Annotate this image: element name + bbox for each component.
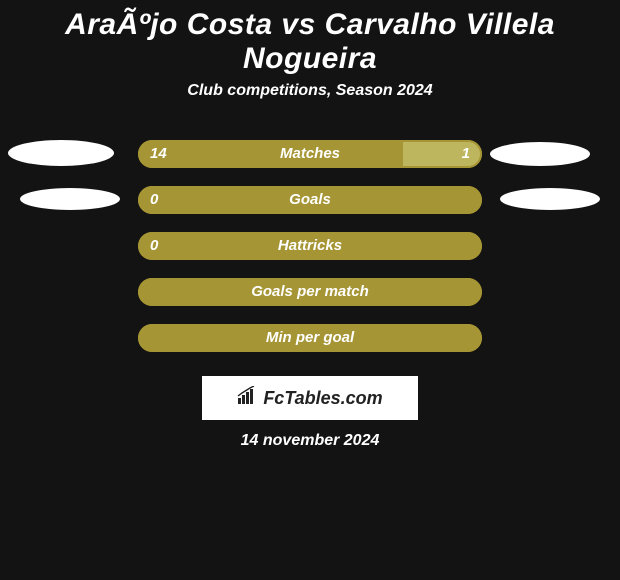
bar-right-fill: [403, 140, 482, 168]
page-title: AraÃºjo Costa vs Carvalho Villela Noguei…: [0, 8, 620, 82]
stat-value-left: 0: [150, 232, 158, 260]
bar-left-fill: [138, 232, 482, 260]
stat-bar: [138, 324, 482, 352]
bar-left-fill: [138, 140, 403, 168]
page-subtitle: Club competitions, Season 2024: [0, 82, 620, 100]
stat-row: Goals per match: [0, 278, 620, 324]
comparison-bars: Matches141Goals0Hattricks0Goals per matc…: [0, 140, 620, 370]
bar-left-fill: [138, 324, 482, 352]
stat-value-right: 1: [462, 140, 470, 168]
stat-value-left: 0: [150, 186, 158, 214]
stat-row: Min per goal: [0, 324, 620, 370]
indicator-left: [8, 140, 114, 166]
stat-value-left: 14: [150, 140, 167, 168]
chart-icon: [237, 386, 259, 411]
brand-logo: FcTables.com: [202, 376, 418, 420]
stat-bar: [138, 186, 482, 214]
stat-bar: [138, 232, 482, 260]
bar-left-fill: [138, 186, 482, 214]
footer-date: 14 november 2024: [0, 432, 620, 450]
brand-text: FcTables.com: [263, 388, 382, 409]
stat-row: Hattricks0: [0, 232, 620, 278]
stat-bar: [138, 278, 482, 306]
indicator-left: [20, 188, 120, 210]
stat-bar: [138, 140, 482, 168]
indicator-right: [490, 142, 590, 166]
bar-left-fill: [138, 278, 482, 306]
stat-row: Goals0: [0, 186, 620, 232]
stat-row: Matches141: [0, 140, 620, 186]
indicator-right: [500, 188, 600, 210]
